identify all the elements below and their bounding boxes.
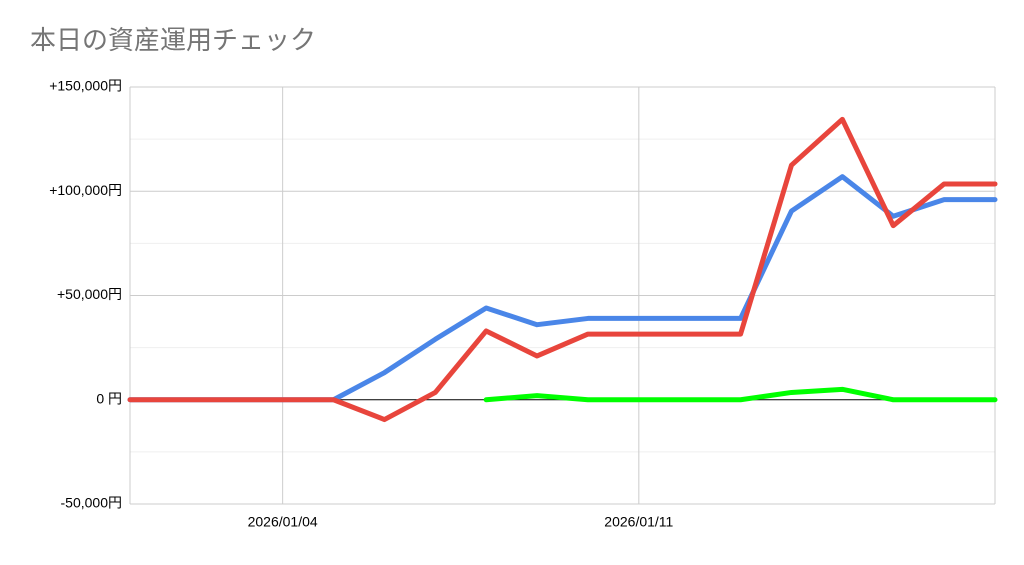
series-line — [127, 116, 998, 423]
x-tick-label: 2026/01/11 — [604, 514, 673, 530]
series-line — [483, 386, 998, 403]
y-tick-label: +50,000円 — [57, 286, 122, 302]
y-tick-label: 0 円 — [96, 390, 122, 406]
chart-title: 本日の資産運用チェック — [30, 25, 316, 55]
y-tick-label: -50,000円 — [61, 495, 122, 511]
x-tick-label: 2026/01/04 — [248, 514, 318, 530]
series-line — [127, 174, 998, 403]
y-tick-label: +150,000円 — [49, 78, 122, 94]
y-tick-label: +100,000円 — [49, 182, 122, 198]
